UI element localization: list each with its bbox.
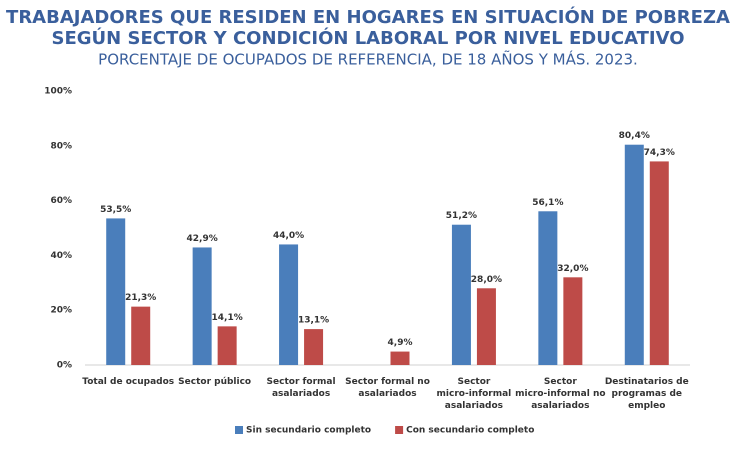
legend-label: Sin secundario completo xyxy=(246,426,371,436)
y-tick-label: 80% xyxy=(50,141,72,151)
bar xyxy=(476,288,496,365)
bar xyxy=(624,144,644,365)
value-label: 13,1% xyxy=(298,316,329,326)
legend-swatch xyxy=(235,426,243,434)
value-label: 4,9% xyxy=(388,338,413,348)
x-tick-label: Destinatarios de programas de empleo xyxy=(605,377,689,411)
value-label: 56,1% xyxy=(532,198,563,208)
chart-title: TRABAJADORES QUE RESIDEN EN HOGARES EN S… xyxy=(6,6,730,28)
value-label: 28,0% xyxy=(471,275,502,285)
bar xyxy=(304,329,324,365)
legend-label: Con secundario completo xyxy=(406,426,534,436)
value-label: 32,0% xyxy=(557,264,588,274)
bar xyxy=(106,218,126,365)
y-tick-label: 0% xyxy=(57,361,72,371)
x-tick-label: Sector formal asalariados xyxy=(267,377,336,399)
x-tick-label: Sector formal no asalariados xyxy=(345,377,430,399)
bar xyxy=(451,224,471,365)
value-label: 74,3% xyxy=(644,148,675,158)
y-tick-label: 60% xyxy=(50,196,72,206)
bar xyxy=(217,326,237,365)
chart-subtitle: PORCENTAJE DE OCUPADOS DE REFERENCIA, DE… xyxy=(98,50,638,69)
value-label: 53,5% xyxy=(100,205,131,215)
value-label: 51,2% xyxy=(446,211,477,221)
y-tick-label: 100% xyxy=(44,87,72,97)
x-tick-label: Sector micro-informal no asalariados xyxy=(515,377,605,411)
bar xyxy=(538,211,558,365)
y-tick-label: 40% xyxy=(50,251,72,261)
bar xyxy=(192,247,212,365)
bar xyxy=(131,306,151,365)
value-label: 80,4% xyxy=(619,131,650,141)
bar xyxy=(279,244,299,365)
value-label: 14,1% xyxy=(212,313,243,323)
x-tick-label: Sector micro-informal asalariados xyxy=(437,377,512,411)
y-tick-label: 20% xyxy=(50,306,72,316)
bar xyxy=(649,161,669,365)
value-label: 44,0% xyxy=(273,231,304,241)
x-tick-label: Total de ocupados xyxy=(82,377,174,387)
bar xyxy=(390,351,410,365)
value-label: 42,9% xyxy=(187,234,218,244)
x-tick-label: Sector público xyxy=(178,377,251,387)
bar xyxy=(563,277,583,365)
chart-title: SEGÚN SECTOR Y CONDICIÓN LABORAL POR NIV… xyxy=(52,27,685,49)
legend-swatch xyxy=(395,426,404,434)
value-label: 21,3% xyxy=(125,293,156,303)
